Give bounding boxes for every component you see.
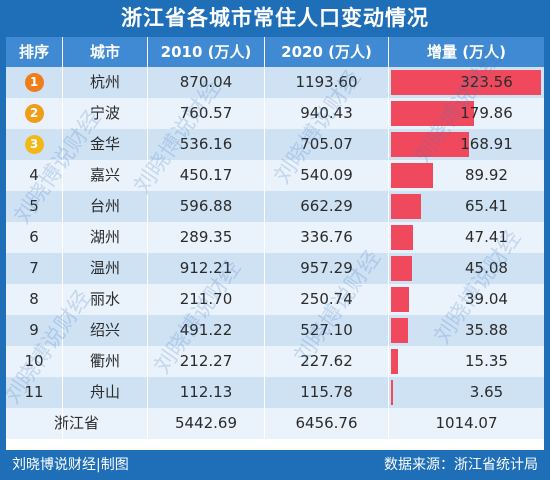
header-2010: 2010 (万人)	[148, 37, 264, 67]
pop-2020-cell: 527.10	[300, 321, 353, 339]
pop-2010-cell: 112.13	[179, 383, 233, 401]
increase-bar	[391, 163, 433, 188]
pop-2020-cell: 540.09	[300, 166, 353, 184]
increase-value: 65.41	[465, 197, 508, 215]
increase-value: 39.04	[465, 290, 508, 308]
city-cell: 金华	[89, 135, 120, 153]
table-row: 2 宁波 760.57 940.43 179.86	[6, 98, 544, 129]
city-cell: 宁波	[89, 104, 120, 122]
rank-cell: 6	[29, 228, 39, 246]
pop-2010-cell: 596.88	[179, 197, 233, 215]
increase-value: 323.56	[460, 73, 513, 91]
pop-2020-cell: 227.62	[300, 352, 353, 370]
pop-2020-cell: 957.29	[300, 259, 353, 277]
city-cell: 丽水	[89, 290, 120, 308]
rank-cell: 11	[24, 383, 44, 401]
pop-2020-cell: 940.43	[300, 104, 353, 122]
table-row: 4 嘉兴 450.17 540.09 89.92	[6, 160, 544, 191]
pop-2020-cell: 705.07	[300, 135, 353, 153]
increase-bar	[391, 380, 393, 405]
pop-2020-cell: 336.76	[300, 228, 353, 246]
pop-2010-cell: 536.16	[179, 135, 233, 153]
table-row: 1 杭州 870.04 1193.60 323.56	[6, 67, 544, 98]
city-cell: 台州	[89, 197, 120, 215]
rank-cell: 9	[29, 321, 39, 339]
increase-bar	[391, 349, 399, 374]
column-divider	[388, 67, 389, 439]
rank-cell: 3	[6, 129, 62, 160]
pop-2020-cell: 250.74	[300, 290, 353, 308]
increase-value: 168.91	[460, 135, 513, 153]
pop-2010-cell: 289.35	[179, 228, 233, 246]
table-row: 3 金华 536.16 705.07 168.91	[6, 129, 544, 160]
table-row: 10 衢州 212.27 227.62 15.35	[6, 346, 544, 377]
increase-bar	[391, 70, 541, 95]
increase-bar	[391, 194, 422, 219]
header-city: 城市	[63, 37, 147, 67]
rank-cell: 5	[29, 197, 39, 215]
city-cell: 温州	[89, 259, 120, 277]
column-divider	[62, 67, 63, 439]
city-cell: 嘉兴	[89, 166, 120, 184]
pop-2010-cell: 491.22	[179, 321, 233, 339]
rank-cell: 7	[29, 259, 39, 277]
rank-cell: 8	[29, 290, 39, 308]
column-divider	[264, 67, 265, 439]
increase-value: 47.41	[465, 228, 508, 246]
data-table: 排序 城市 2010 (万人) 2020 (万人) 增量 (万人) 1 杭州 870…	[6, 37, 544, 450]
city-cell: 杭州	[89, 73, 120, 91]
table-row: 11 舟山 112.13 115.78 3.65	[6, 377, 544, 408]
column-divider	[147, 67, 148, 439]
increase-bar	[391, 101, 475, 126]
total-label: 浙江省	[53, 414, 99, 432]
pop-2010-cell: 760.57	[179, 104, 233, 122]
total-2010: 5442.69	[174, 414, 238, 432]
pop-2020-cell: 662.29	[300, 197, 353, 215]
increase-value: 45.08	[465, 259, 508, 277]
table-row: 5 台州 596.88 662.29 65.41	[6, 191, 544, 222]
rank-cell: 1	[6, 67, 62, 98]
table-row: 9 绍兴 491.22 527.10 35.88	[6, 315, 544, 346]
increase-bar	[391, 132, 470, 157]
city-cell: 湖州	[89, 228, 120, 246]
table-row: 7 温州 912.21 957.29 45.08	[6, 253, 544, 284]
increase-value: 3.65	[469, 383, 504, 401]
footer-credit: 刘晓博说财经|制图	[12, 457, 129, 473]
total-increase: 1014.07	[435, 414, 498, 432]
footer-source: 数据来源：浙江省统计局	[384, 457, 538, 473]
total-row: 浙江省 5442.69 6456.76 1014.07	[6, 408, 544, 439]
increase-value: 35.88	[465, 321, 508, 339]
table-row: 6 湖州 289.35 336.76 47.41	[6, 222, 544, 253]
rank-cell: 2	[6, 98, 62, 129]
city-cell: 绍兴	[89, 321, 120, 339]
city-cell: 衢州	[89, 352, 120, 370]
footer: 刘晓博说财经|制图 数据来源：浙江省统计局	[0, 450, 550, 480]
header-2020: 2020 (万人)	[265, 37, 388, 67]
increase-value: 179.86	[460, 104, 513, 122]
header-rank: 排序	[6, 37, 62, 67]
rank-badge: 2	[24, 104, 44, 123]
increase-bar	[391, 318, 408, 343]
pop-2010-cell: 211.70	[179, 290, 233, 308]
rank-cell: 4	[29, 166, 39, 184]
pop-2020-cell: 115.78	[300, 383, 353, 401]
pop-2010-cell: 450.17	[179, 166, 233, 184]
increase-bar	[391, 287, 410, 312]
header-increase: 增量 (万人)	[389, 37, 544, 67]
pop-2010-cell: 212.27	[179, 352, 233, 370]
increase-value: 89.92	[465, 166, 508, 184]
rank-badge: 3	[24, 135, 44, 154]
pop-2020-cell: 1193.60	[295, 73, 358, 91]
rank-badge: 1	[24, 73, 44, 92]
city-cell: 舟山	[89, 383, 120, 401]
rank-cell: 10	[24, 352, 44, 370]
pop-2010-cell: 870.04	[179, 73, 233, 91]
table-row: 8 丽水 211.70 250.74 39.04	[6, 284, 544, 315]
pop-2010-cell: 912.21	[179, 259, 233, 277]
increase-bar	[391, 225, 413, 250]
increase-value: 15.35	[465, 352, 508, 370]
increase-bar	[391, 256, 412, 281]
chart-title: 浙江省各城市常住人口变动情况	[121, 6, 429, 30]
total-2020: 6456.76	[295, 414, 358, 432]
